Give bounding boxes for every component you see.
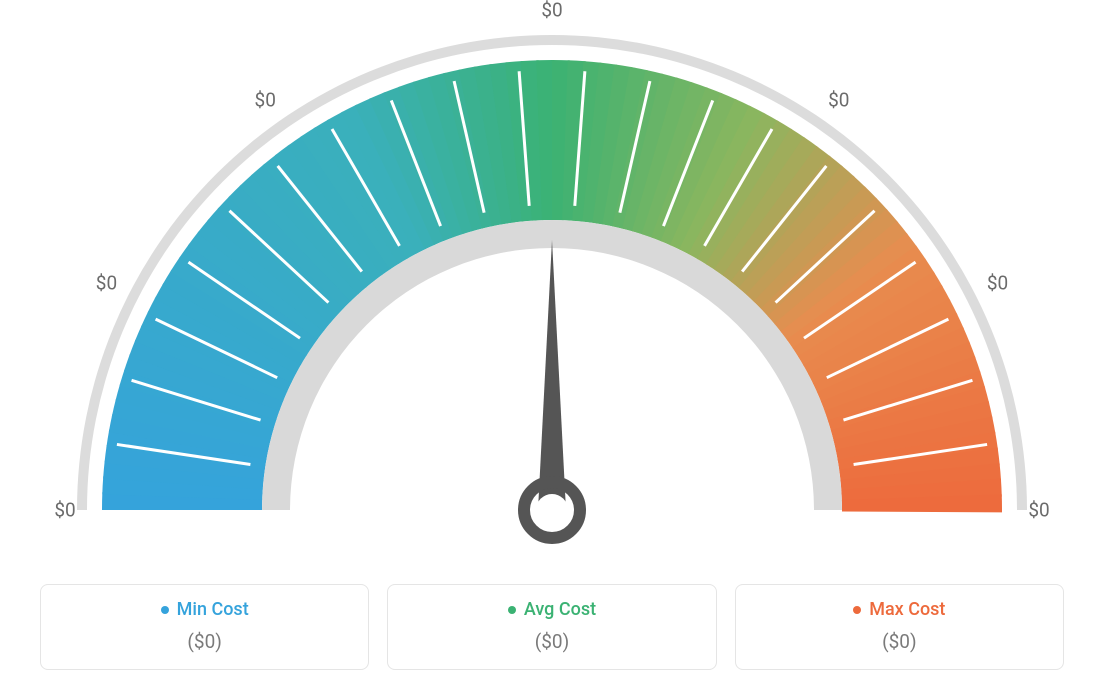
legend-card-max: Max Cost ($0) bbox=[735, 584, 1064, 671]
axis-label: $0 bbox=[987, 272, 1008, 295]
dot-icon bbox=[508, 606, 516, 614]
dot-icon bbox=[161, 606, 169, 614]
gauge-svg bbox=[40, 0, 1064, 560]
axis-label: $0 bbox=[255, 89, 276, 112]
legend-row: Min Cost ($0) Avg Cost ($0) Max Cost ($0… bbox=[40, 584, 1064, 671]
axis-label: $0 bbox=[541, 0, 562, 22]
legend-label: Max Cost bbox=[869, 599, 945, 620]
legend-value: ($0) bbox=[53, 630, 356, 653]
axis-label: $0 bbox=[828, 89, 849, 112]
gauge-container: $0 $0 $0 $0 $0 $0 $0 Min Cost ($0) Avg Cost ($… bbox=[0, 0, 1104, 690]
legend-title-avg: Avg Cost bbox=[508, 599, 596, 620]
axis-label: $0 bbox=[96, 272, 117, 295]
legend-card-min: Min Cost ($0) bbox=[40, 584, 369, 671]
axis-label: $0 bbox=[1028, 499, 1049, 522]
legend-value: ($0) bbox=[400, 630, 703, 653]
legend-label: Min Cost bbox=[177, 599, 249, 620]
legend-title-max: Max Cost bbox=[853, 599, 945, 620]
legend-title-min: Min Cost bbox=[161, 599, 249, 620]
gauge-chart: $0 $0 $0 $0 $0 $0 $0 bbox=[40, 0, 1064, 550]
legend-label: Avg Cost bbox=[524, 599, 596, 620]
legend-card-avg: Avg Cost ($0) bbox=[387, 584, 716, 671]
legend-value: ($0) bbox=[748, 630, 1051, 653]
dot-icon bbox=[853, 606, 861, 614]
axis-label: $0 bbox=[54, 499, 75, 522]
